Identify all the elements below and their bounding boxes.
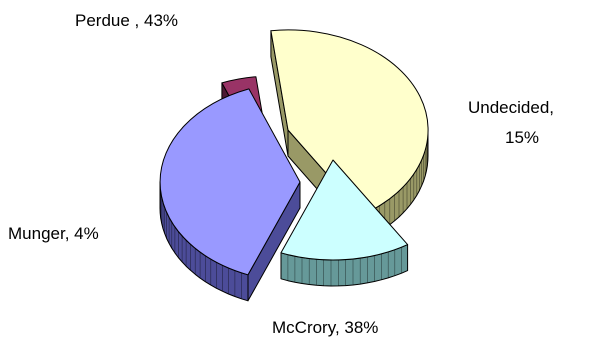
label-undecided: Undecided, 15% [468,98,559,147]
label-munger: Munger, 4% [8,224,99,243]
pie-slices [159,29,429,302]
label-perdue: Perdue , 43% [75,11,178,30]
slice-mccrory [159,88,301,302]
label-mccrory: McCrory, 38% [272,318,378,337]
pie-labels: Perdue , 43% Undecided, 15% Munger, 4% M… [8,11,559,337]
slice-undecided [280,159,409,287]
